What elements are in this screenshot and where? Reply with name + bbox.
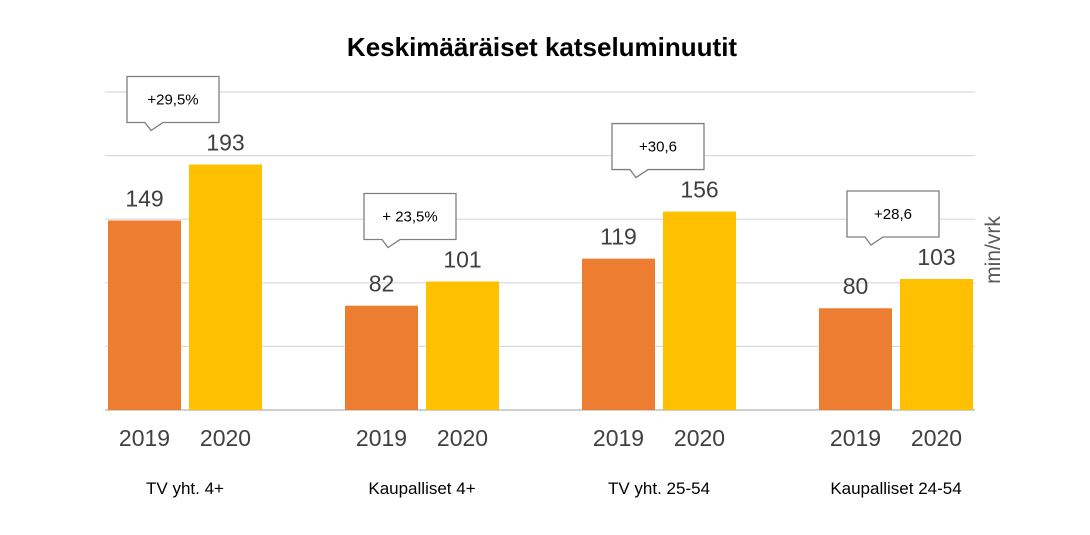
data-label: 82 bbox=[369, 271, 395, 297]
category-label: Kaupalliset 24-54 bbox=[830, 479, 961, 498]
tick-label: 2020 bbox=[674, 425, 725, 451]
callout-text: + 23,5% bbox=[382, 209, 437, 226]
tick-label: 2019 bbox=[593, 425, 644, 451]
callout-text: +29,5% bbox=[147, 92, 198, 109]
callout-box bbox=[363, 192, 457, 249]
bar-2020 bbox=[900, 278, 973, 410]
tick-label: 2020 bbox=[911, 425, 962, 451]
category-label: TV yht. 25-54 bbox=[608, 479, 710, 498]
callout: +28,6 bbox=[846, 190, 940, 246]
data-label: 101 bbox=[443, 247, 481, 273]
callout-box bbox=[126, 75, 220, 132]
category-label: Kaupalliset 4+ bbox=[368, 479, 475, 498]
bar-2019 bbox=[582, 258, 655, 410]
callout: +29,5% bbox=[126, 75, 220, 132]
bar-2020 bbox=[426, 281, 499, 410]
bar-2019 bbox=[345, 305, 418, 410]
tick-label: 2019 bbox=[830, 425, 881, 451]
bar-2020 bbox=[663, 211, 736, 410]
data-label: 80 bbox=[843, 273, 869, 299]
tick-label: 2020 bbox=[200, 425, 251, 451]
tick-label: 2019 bbox=[356, 425, 407, 451]
category-label: TV yht. 4+ bbox=[146, 479, 224, 498]
callout: +30,6 bbox=[611, 122, 705, 179]
bars: 149 2019 193 2020 TV yht. 4+ +29,5% 82 2019 101 2… bbox=[108, 75, 973, 498]
data-label: 149 bbox=[125, 185, 163, 211]
callout: + 23,5% bbox=[363, 192, 457, 249]
data-label: 119 bbox=[600, 224, 637, 250]
data-label: 103 bbox=[917, 244, 955, 270]
data-label: 193 bbox=[206, 130, 244, 156]
callout-box bbox=[846, 190, 940, 246]
tick-label: 2019 bbox=[119, 425, 170, 451]
bar-2019 bbox=[819, 308, 892, 410]
callout-text: +30,6 bbox=[639, 139, 677, 156]
bar-2020 bbox=[189, 164, 262, 410]
callout-text: +28,6 bbox=[874, 206, 912, 223]
bar-2019 bbox=[108, 220, 181, 410]
chart-title: Keskimääräiset katseluminuutit bbox=[347, 32, 737, 62]
data-label: 156 bbox=[680, 177, 718, 203]
tick-label: 2020 bbox=[437, 425, 488, 451]
callout-box bbox=[611, 122, 705, 179]
y-axis-label: min/vrk bbox=[982, 216, 1005, 284]
